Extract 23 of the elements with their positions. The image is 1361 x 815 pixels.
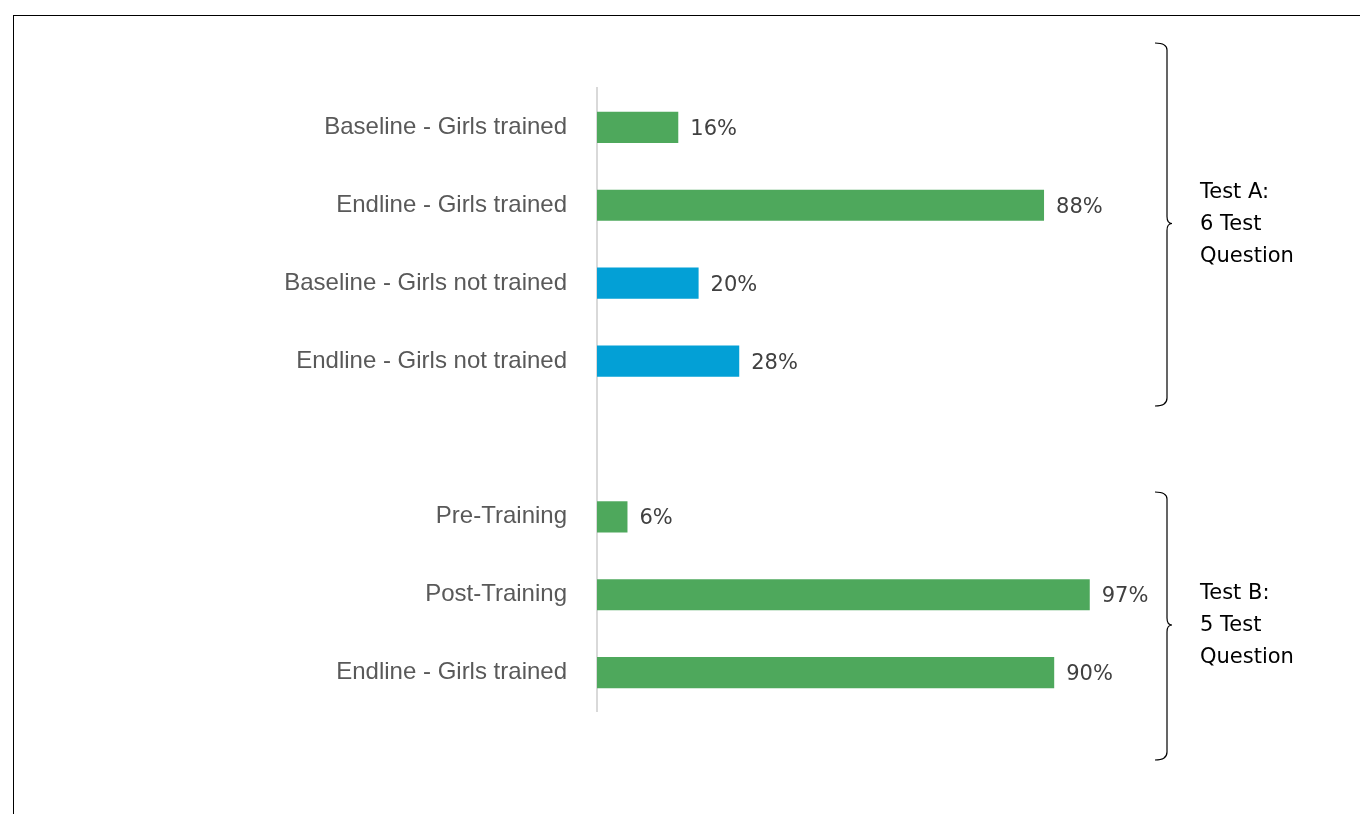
bar (597, 657, 1055, 689)
bar (597, 267, 699, 299)
bar (597, 111, 679, 143)
data-label: 16% (690, 115, 737, 140)
y-tick-label: Endline - Girls not trained (296, 345, 567, 373)
y-tick-label: Baseline - Girls trained (324, 111, 567, 139)
bar (597, 345, 740, 377)
data-label: 88% (1056, 193, 1103, 218)
y-tick-label: Pre-Training (435, 501, 567, 529)
y-tick-label: Baseline - Girls not trained (284, 267, 567, 295)
text: Test A: 6 Test Question (1200, 177, 1294, 269)
bar (597, 579, 1090, 611)
bar (597, 189, 1045, 221)
bar (597, 501, 628, 533)
text: Test B: 5 Test Question (1200, 579, 1294, 670)
data-label: 97% (1101, 583, 1149, 608)
y-tick-label: Endline - Girls trained (336, 189, 567, 217)
y-tick-label: Endline - Girls trained (336, 657, 567, 685)
y-tick-label: Post-Training (425, 579, 567, 607)
data-label: 20% (710, 271, 758, 296)
data-label: 90% (1066, 661, 1113, 686)
data-label: 6% (639, 505, 673, 530)
data-label: 28% (751, 349, 798, 374)
